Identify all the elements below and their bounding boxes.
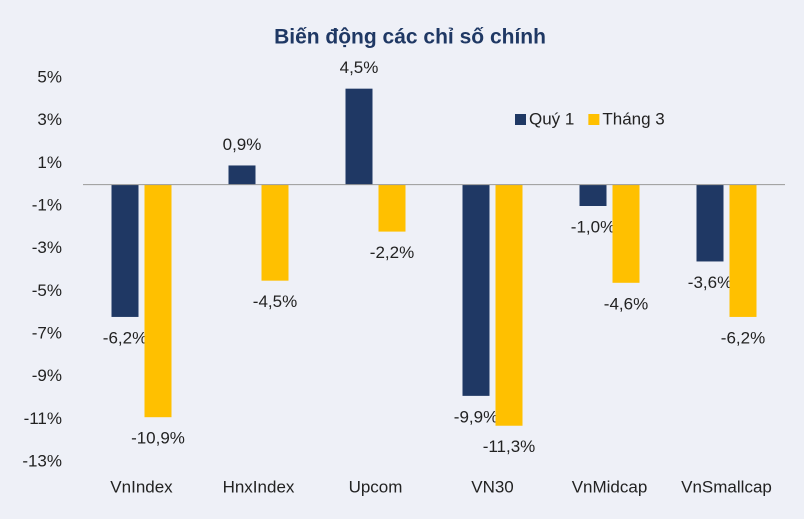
data-label: 4,5% — [340, 58, 379, 77]
data-label: -2,2% — [370, 243, 414, 262]
legend-swatch — [515, 114, 526, 125]
bar — [378, 184, 406, 232]
bar — [462, 184, 490, 396]
x-tick-label: VN30 — [471, 477, 514, 496]
x-tick-label: Upcom — [349, 477, 403, 496]
x-tick-label: VnSmallcap — [681, 477, 772, 496]
bar — [261, 184, 289, 281]
legend-label: Tháng 3 — [602, 109, 664, 128]
bar — [345, 88, 373, 185]
chart-title: Biến động các chỉ số chính — [274, 26, 546, 49]
bar — [696, 184, 724, 262]
data-label: -3,6% — [688, 273, 732, 292]
bar — [495, 184, 523, 426]
y-tick-label: -5% — [32, 281, 62, 300]
data-label: -1,0% — [571, 217, 615, 236]
data-label: 0,9% — [223, 135, 262, 154]
y-tick-label: 1% — [37, 153, 62, 172]
x-tick-label: VnMidcap — [572, 477, 648, 496]
bar — [144, 184, 172, 418]
x-tick-label: VnIndex — [110, 477, 173, 496]
data-label: -11,3% — [483, 437, 536, 456]
bar — [228, 165, 256, 185]
data-label: -9,9% — [454, 407, 498, 426]
data-label: -6,2% — [103, 328, 147, 347]
y-tick-label: -3% — [32, 238, 62, 257]
x-tick-label: HnxIndex — [223, 477, 295, 496]
bar — [111, 184, 139, 317]
bar — [729, 184, 757, 317]
y-tick-label: -7% — [32, 323, 62, 342]
y-tick-label: -1% — [32, 195, 62, 214]
data-label: -6,2% — [721, 328, 765, 347]
bar — [579, 184, 607, 206]
legend-swatch — [588, 114, 600, 125]
y-tick-label: -9% — [32, 366, 62, 385]
bar — [612, 184, 640, 283]
y-tick-label: 5% — [37, 67, 62, 86]
data-label: -10,9% — [131, 429, 185, 448]
y-tick-label: 3% — [37, 110, 62, 129]
data-label: -4,5% — [253, 292, 297, 311]
y-tick-label: -11% — [24, 409, 62, 428]
legend-label: Quý 1 — [529, 109, 574, 128]
data-label: -4,6% — [604, 294, 648, 313]
y-tick-label: -13% — [22, 451, 62, 470]
